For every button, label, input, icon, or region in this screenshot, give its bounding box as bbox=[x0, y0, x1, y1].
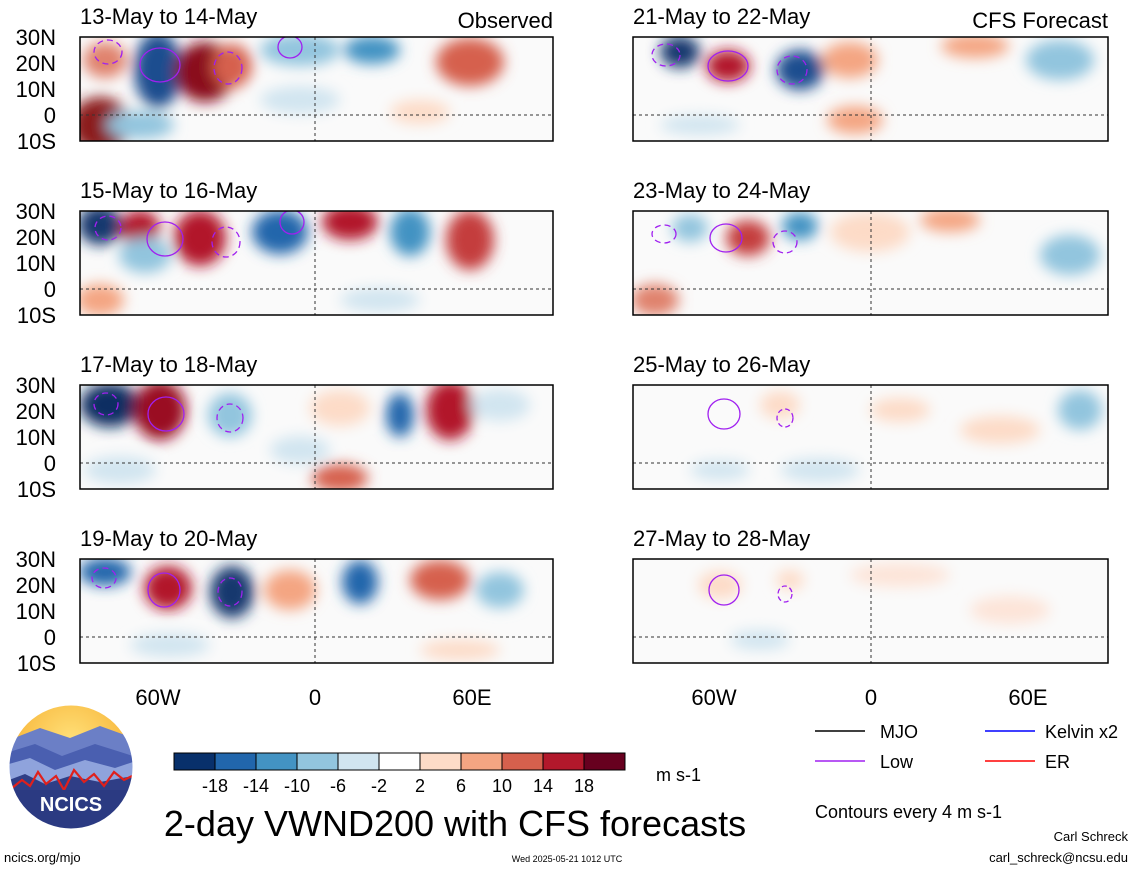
colorbar-tick-label: 6 bbox=[456, 776, 466, 796]
colorbar-swatch bbox=[214, 752, 257, 771]
colorbar-tick-label: 10 bbox=[492, 776, 512, 796]
lat-tick: 10N bbox=[16, 425, 56, 450]
lat-axis-left-1: 30N 20N 10N 0 10S bbox=[16, 25, 56, 154]
colorbar-tick-label: -2 bbox=[371, 776, 387, 796]
lon-tick: 60E bbox=[452, 685, 491, 710]
legend-label-low: Low bbox=[880, 752, 914, 772]
lat-tick: 20N bbox=[16, 399, 56, 424]
site-link[interactable]: ncics.org/mjo bbox=[4, 850, 81, 865]
map-panel-right-1 bbox=[632, 36, 1109, 142]
lat-tick: 0 bbox=[44, 625, 56, 650]
map-panel-left-2 bbox=[79, 210, 554, 316]
logo-text: NCICS bbox=[40, 794, 102, 816]
colorbar-swatch bbox=[296, 752, 339, 771]
credit-name: Carl Schreck bbox=[1054, 829, 1129, 844]
lon-tick: 0 bbox=[309, 685, 321, 710]
colorbar-swatch bbox=[378, 752, 421, 771]
lat-tick: 30N bbox=[16, 199, 56, 224]
colorbar-swatch bbox=[460, 752, 503, 771]
lat-tick: 30N bbox=[16, 547, 56, 572]
lat-tick: 0 bbox=[44, 451, 56, 476]
observed-label: Observed bbox=[458, 8, 553, 33]
lat-tick: 10N bbox=[16, 599, 56, 624]
lat-tick: 0 bbox=[44, 103, 56, 128]
panel-title-left-1: 13-May to 14-May bbox=[80, 4, 257, 29]
ncics-logo: NCICS bbox=[8, 704, 134, 830]
legend-label-kelvin: Kelvin x2 bbox=[1045, 722, 1118, 742]
lon-tick: 0 bbox=[865, 685, 877, 710]
colorbar-tick-label: 18 bbox=[574, 776, 594, 796]
panel-title-left-4: 19-May to 20-May bbox=[80, 526, 257, 551]
lat-tick: 10S bbox=[17, 651, 56, 676]
lon-tick: 60W bbox=[691, 685, 736, 710]
contour-note: Contours every 4 m s-1 bbox=[815, 802, 1002, 822]
colorbar-swatch bbox=[501, 752, 544, 771]
colorbar-swatch bbox=[542, 752, 585, 771]
panel-title-right-1: 21-May to 22-May bbox=[633, 4, 810, 29]
lat-tick: 10N bbox=[16, 77, 56, 102]
lat-tick: 10N bbox=[16, 251, 56, 276]
colorbar-tick-label: 14 bbox=[533, 776, 553, 796]
lon-axis-left: 60W 0 60E bbox=[135, 685, 491, 710]
lat-axis-left-4: 30N 20N 10N 0 10S bbox=[16, 547, 56, 676]
timestamp: Wed 2025-05-21 1012 UTC bbox=[512, 854, 623, 864]
lat-tick: 20N bbox=[16, 573, 56, 598]
lat-tick: 30N bbox=[16, 373, 56, 398]
panel-title-left-2: 15-May to 16-May bbox=[80, 178, 257, 203]
figure-title: 2-day VWND200 with CFS forecasts bbox=[164, 803, 746, 844]
lon-tick: 60W bbox=[135, 685, 180, 710]
panel-title-right-4: 27-May to 28-May bbox=[633, 526, 810, 551]
colorbar-tick-label: -10 bbox=[284, 776, 310, 796]
colorbar-units: m s-1 bbox=[656, 765, 701, 785]
forecast-label: CFS Forecast bbox=[972, 8, 1108, 33]
map-panel-left-4 bbox=[79, 558, 554, 664]
lat-tick: 10S bbox=[17, 477, 56, 502]
lat-axis-left-3: 30N 20N 10N 0 10S bbox=[16, 373, 56, 502]
map-panel-right-3 bbox=[632, 384, 1109, 490]
colorbar-tick-label: -18 bbox=[202, 776, 228, 796]
credit-email: carl_schreck@ncsu.edu bbox=[989, 850, 1128, 865]
legend-label-mjo: MJO bbox=[880, 722, 918, 742]
lat-tick: 30N bbox=[16, 25, 56, 50]
colorbar-tick-label: 2 bbox=[415, 776, 425, 796]
map-panel-left-1 bbox=[79, 36, 554, 142]
colorbar-swatch bbox=[419, 752, 462, 771]
panel-title-right-3: 25-May to 26-May bbox=[633, 352, 810, 377]
panel-title-right-2: 23-May to 24-May bbox=[633, 178, 810, 203]
map-panel-right-4 bbox=[632, 558, 1109, 664]
lon-tick: 60E bbox=[1008, 685, 1047, 710]
colorbar: -18 -14 -10 -6 -2 2 6 10 14 18 bbox=[173, 752, 626, 796]
colorbar-swatch bbox=[337, 752, 380, 771]
colorbar-tick-label: -14 bbox=[243, 776, 269, 796]
legend-label-er: ER bbox=[1045, 752, 1070, 772]
lat-tick: 0 bbox=[44, 277, 56, 302]
lat-tick: 20N bbox=[16, 225, 56, 250]
lat-tick: 20N bbox=[16, 51, 56, 76]
legend: MJO Kelvin x2 Low ER bbox=[815, 722, 1118, 772]
colorbar-swatch bbox=[583, 752, 626, 771]
colorbar-swatch bbox=[173, 752, 216, 771]
panel-title-left-3: 17-May to 18-May bbox=[80, 352, 257, 377]
lat-tick: 10S bbox=[17, 129, 56, 154]
lat-axis-left-2: 30N 20N 10N 0 10S bbox=[16, 199, 56, 328]
lat-tick: 10S bbox=[17, 303, 56, 328]
lon-axis-right: 60W 0 60E bbox=[691, 685, 1047, 710]
map-panel-left-3 bbox=[79, 384, 554, 490]
colorbar-tick-label: -6 bbox=[330, 776, 346, 796]
map-panel-right-2 bbox=[632, 210, 1109, 316]
colorbar-swatch bbox=[255, 752, 298, 771]
